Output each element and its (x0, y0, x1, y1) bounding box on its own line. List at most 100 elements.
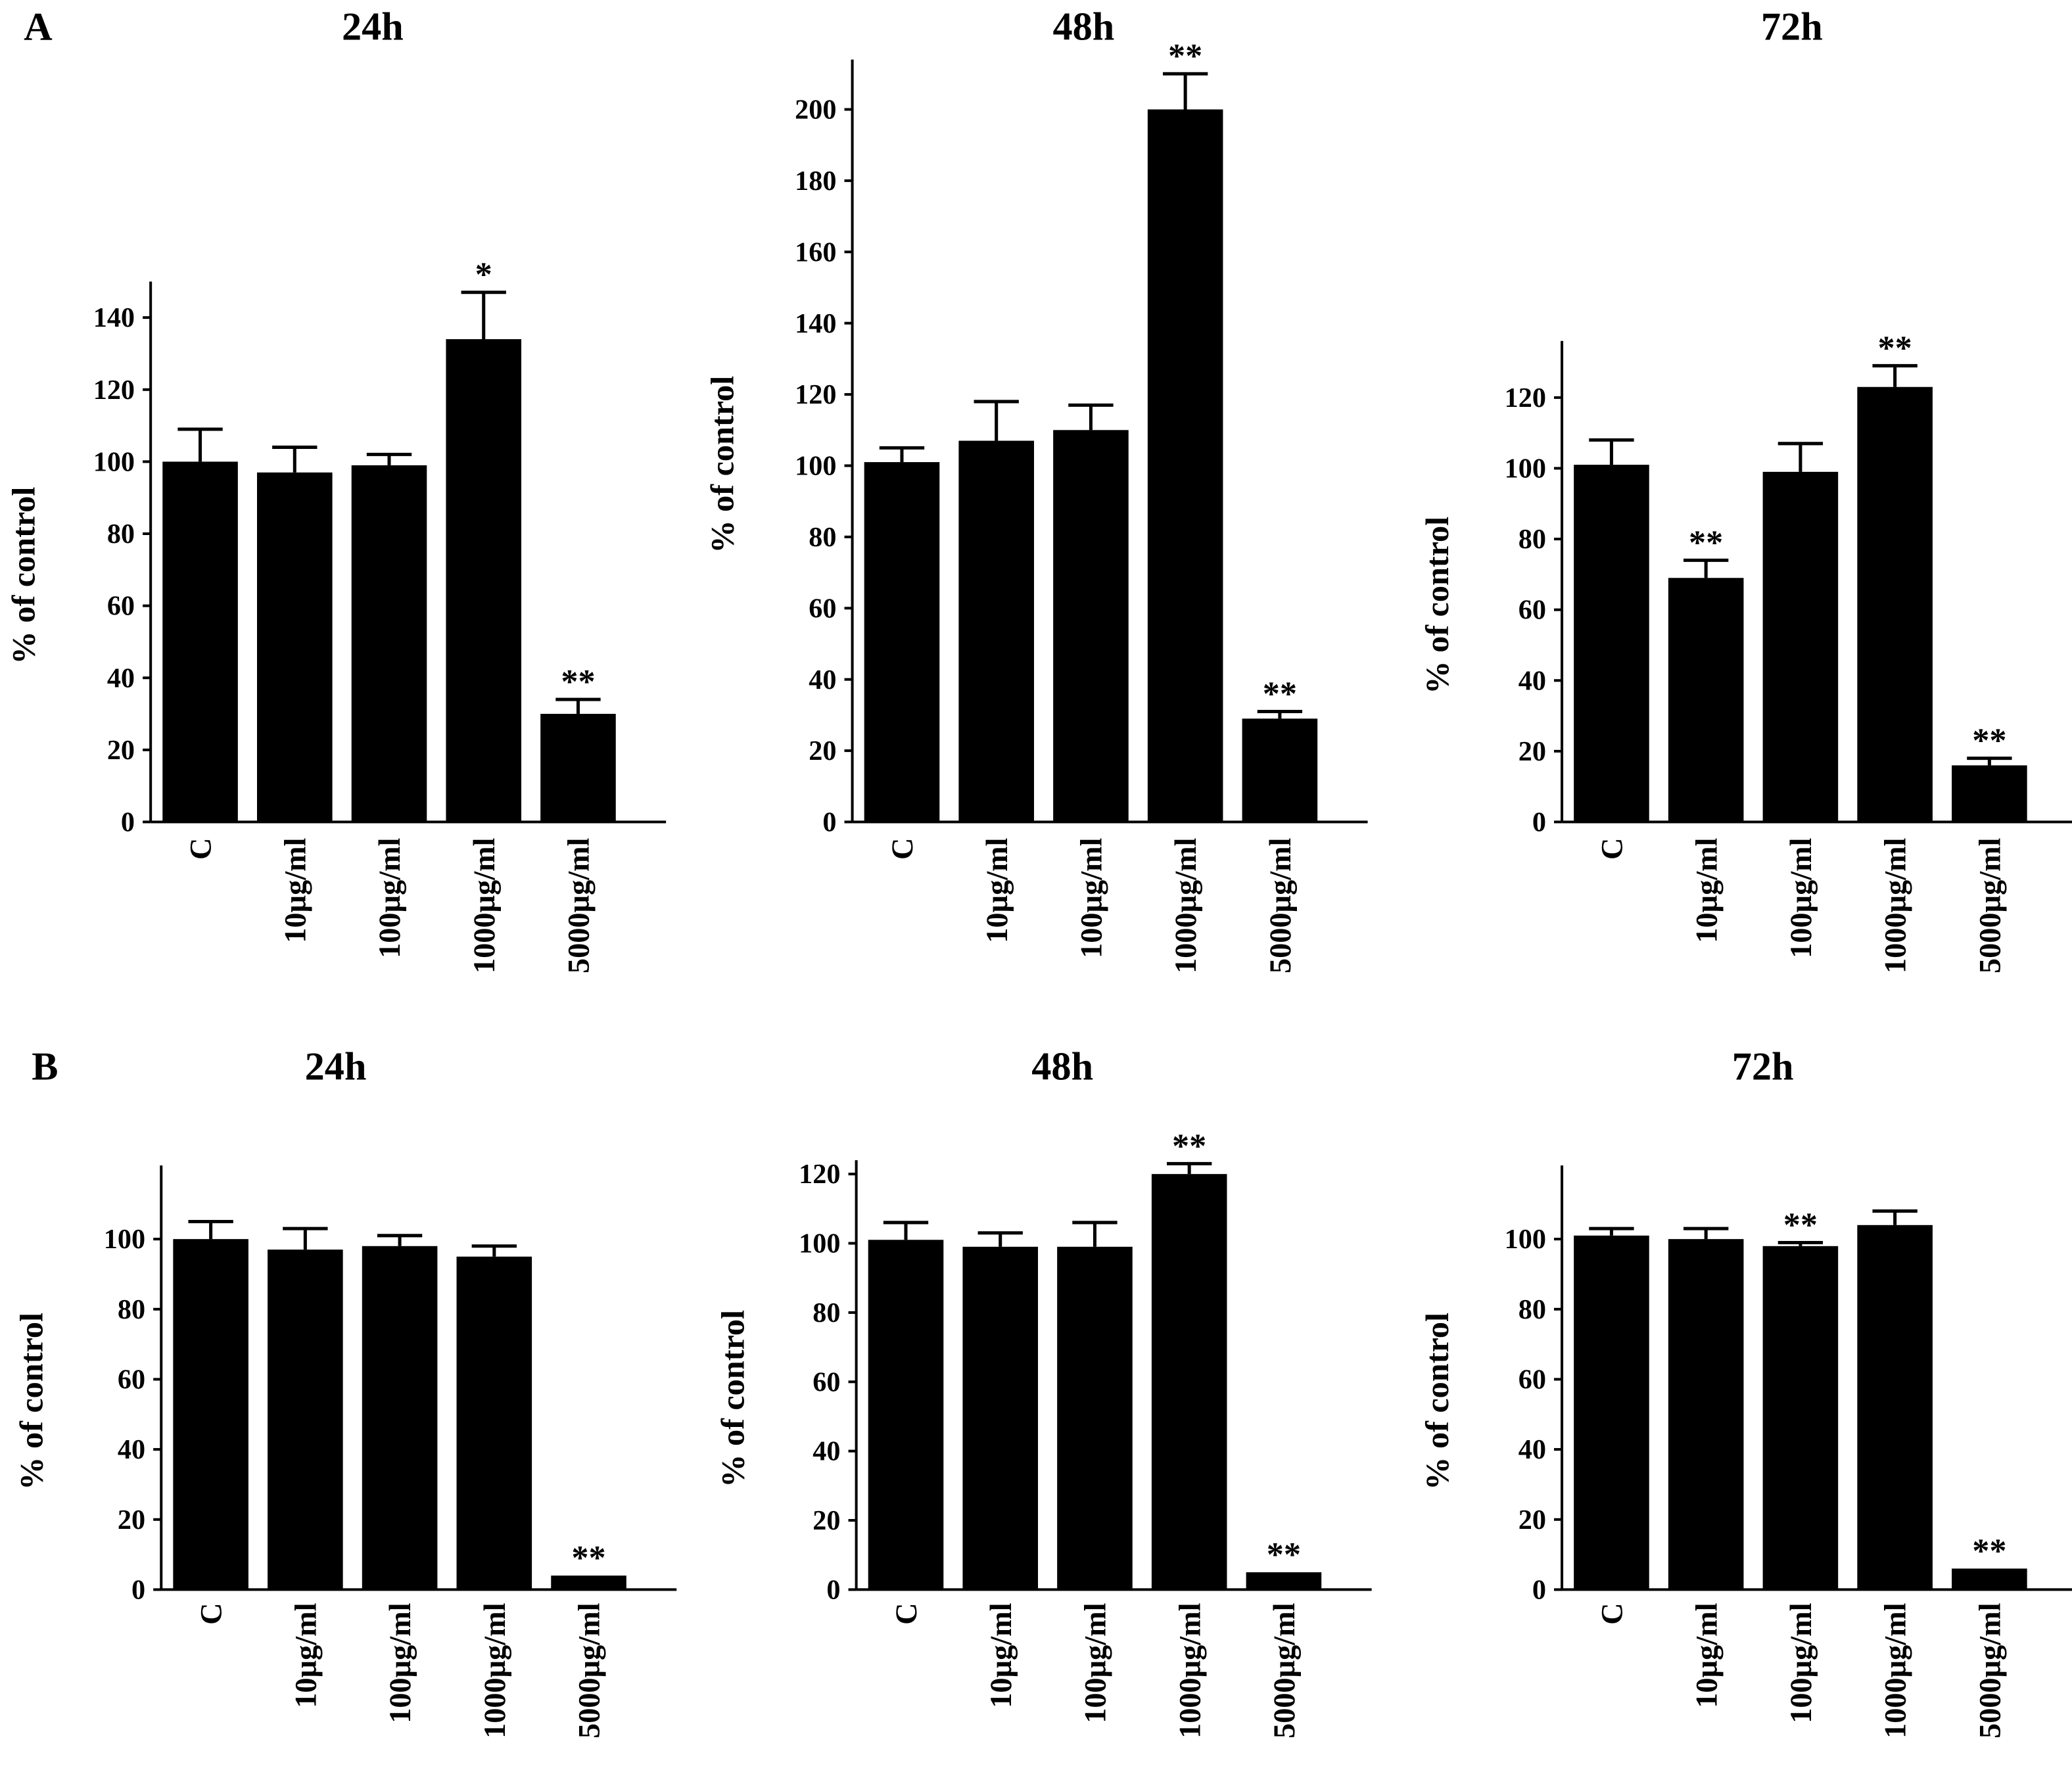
category-label: C (1595, 1603, 1629, 1625)
y-tick-label: 60 (1519, 1365, 1546, 1395)
bar (256, 472, 333, 822)
y-tick-label: 140 (795, 308, 836, 339)
category-label: 1000µg/ml (1169, 837, 1202, 973)
bar (268, 1250, 343, 1590)
category-label: 1000µg/ml (467, 837, 501, 973)
bar (1574, 465, 1649, 822)
chart-a-24h: 24h 0 20 40 60 80 100 120 140 % of control C 10µg/m… (5, 5, 667, 973)
significance-mark: ** (571, 1539, 605, 1577)
category-label: 10µg/ml (1689, 1602, 1723, 1708)
y-tick-label: 20 (812, 1505, 840, 1536)
category-label: 5000µg/ml (562, 837, 596, 973)
chart-title: 72h (1732, 1044, 1794, 1088)
y-tick-label: 40 (812, 1436, 840, 1467)
y-tick-label: 0 (1532, 807, 1546, 838)
category-label: 1000µg/ml (1173, 1602, 1206, 1739)
category-label: C (1595, 838, 1629, 860)
y-tick-label: 60 (1519, 595, 1546, 626)
category-label: 10µg/ml (289, 1602, 322, 1708)
y-tick-label: 80 (809, 522, 836, 553)
y-tick-label: 20 (1519, 736, 1546, 767)
y-tick-label: 60 (809, 593, 836, 624)
y-tick-label: 100 (799, 1228, 840, 1259)
chart-title: 24h (305, 1044, 367, 1088)
y-tick-label: 20 (1519, 1505, 1546, 1535)
bar (1857, 386, 1933, 822)
bar (1857, 1225, 1933, 1590)
chart-title: 72h (1761, 5, 1823, 49)
significance-mark: ** (561, 663, 595, 701)
y-tick-label: 80 (1519, 1294, 1546, 1325)
significance-mark: ** (1172, 1127, 1206, 1165)
category-label: 5000µg/ml (1263, 837, 1297, 973)
bar (1246, 1572, 1322, 1590)
bar (456, 1256, 532, 1590)
bar (1762, 1246, 1839, 1590)
category-label: 10µg/ml (1689, 837, 1723, 943)
y-tick-label: 40 (1519, 1434, 1546, 1465)
significance-mark: ** (1263, 674, 1297, 713)
significance-mark: ** (1783, 1205, 1818, 1244)
y-tick-label: 0 (131, 1574, 145, 1605)
bar (351, 465, 427, 822)
y-tick-label: 20 (809, 736, 836, 766)
significance-mark: * (475, 256, 492, 294)
bar (540, 714, 616, 822)
y-tick-label: 120 (93, 375, 135, 406)
significance-mark: ** (1168, 37, 1202, 75)
bar (1668, 578, 1744, 822)
y-tick-label: 40 (809, 665, 836, 695)
category-label: 10µg/ml (984, 1602, 1018, 1708)
y-axis-label: % of control (1419, 1313, 1455, 1490)
bar (1952, 765, 2027, 822)
chart-title: 48h (1031, 1044, 1093, 1088)
bar (1668, 1239, 1744, 1590)
y-tick-label: 80 (107, 519, 135, 549)
y-tick-label: 20 (107, 735, 135, 766)
category-label: 5000µg/ml (1267, 1602, 1301, 1739)
bar (173, 1239, 248, 1590)
significance-mark: ** (1267, 1535, 1301, 1574)
bar (362, 1246, 438, 1590)
y-tick-label: 40 (118, 1434, 145, 1465)
category-label: 1000µg/ml (1879, 1602, 1912, 1739)
y-tick-label: 120 (795, 379, 836, 410)
chart-a-48h: 48h 0 20 40 60 80 100 120 140 160 180 200 % of contr… (704, 5, 1368, 973)
category-label: C (889, 1603, 923, 1625)
y-tick-label: 100 (104, 1224, 145, 1255)
y-tick-label: 140 (93, 302, 135, 333)
bar (962, 1246, 1039, 1590)
y-tick-label: 60 (107, 591, 135, 622)
y-tick-label: 40 (1519, 665, 1546, 696)
chart-b-24h: 24h 0 20 40 60 80 100 % of control C 10µg/ml 100µg… (12, 1044, 677, 1739)
panel-label-a: A (24, 5, 53, 49)
bar (162, 461, 238, 822)
y-tick-label: 20 (118, 1505, 145, 1535)
y-tick-label: 0 (121, 807, 135, 838)
category-label: C (195, 1603, 228, 1625)
y-tick-label: 120 (1505, 383, 1546, 413)
significance-mark: ** (1878, 329, 1912, 367)
y-tick-label: 80 (1519, 524, 1546, 555)
significance-mark: ** (1972, 1531, 2006, 1570)
bar (1053, 430, 1129, 822)
bar (1242, 718, 1318, 822)
bar (1151, 1174, 1227, 1590)
bar (864, 462, 940, 822)
chart-title: 48h (1052, 5, 1114, 49)
bar (1952, 1568, 2027, 1590)
bar (1147, 109, 1223, 822)
bar (551, 1576, 626, 1590)
chart-b-48h: 48h 0 20 40 60 80 100 120 % of control C 10µg/ml 10… (715, 1044, 1372, 1739)
charts: 24h 0 20 40 60 80 100 120 140 % of control C 10µg/m… (5, 5, 2072, 1739)
y-axis-label: % of control (12, 1313, 49, 1490)
category-label: 10µg/ml (980, 837, 1014, 943)
bar (958, 440, 1034, 822)
y-tick-label: 0 (826, 1574, 840, 1605)
y-axis-label: % of control (5, 487, 41, 665)
category-label: 1000µg/ml (478, 1602, 511, 1739)
y-tick-label: 100 (1505, 454, 1546, 484)
y-tick-label: 120 (799, 1159, 840, 1190)
y-tick-label: 80 (118, 1294, 145, 1325)
